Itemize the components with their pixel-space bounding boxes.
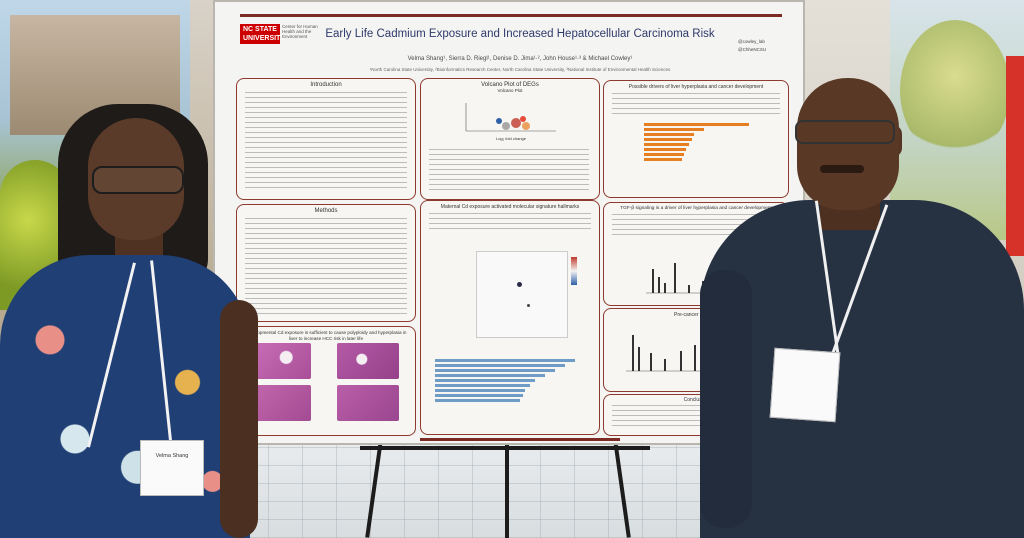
man-name-badge [769, 347, 841, 423]
woman-badge-name: Velma Shang [155, 453, 189, 459]
drivers-text [612, 93, 780, 115]
poster-authors: Velma Shang¹, Sierra D. Riegl¹, Denise D… [407, 56, 633, 62]
section-title-drivers: Possible drivers of liver hyperplasia an… [628, 84, 764, 90]
easel-crossbar [360, 446, 650, 450]
section-title-developmental: Developmental Cd exposure is sufficient … [245, 330, 407, 341]
hbar-3 [435, 369, 555, 372]
hallmarks-text [429, 213, 591, 229]
logo-line-2: UNIVERSITY [243, 35, 286, 42]
woman-name-badge: Velma Shang [140, 440, 204, 496]
section-volcano: Volcano Plot of DEGs Volcano Plot Log₂ f… [420, 78, 600, 200]
poster-title: Early Life Cadmium Exposure and Increase… [325, 28, 715, 40]
man-mustache [820, 165, 864, 173]
man-sweater [700, 200, 1024, 538]
hbar-2 [435, 364, 565, 367]
red-sign [1006, 56, 1024, 256]
section-hallmarks: Maternal Cd exposure activated molecular… [420, 200, 600, 435]
man-arm [700, 270, 752, 528]
bar-2 [644, 128, 704, 131]
volcano-x-label: Log₂ fold change [495, 136, 527, 141]
histology-image-4 [337, 385, 399, 421]
dot [527, 304, 530, 307]
poster-affiliations: ¹North Carolina State University, ²Bioin… [369, 67, 671, 72]
bar-6 [644, 148, 686, 151]
logo-line-1: NC STATE [243, 26, 277, 33]
volcano-text [429, 149, 589, 194]
hallmark-bar-chart [435, 359, 585, 404]
social-handles: @cowley_lab @ChheNCSU [738, 38, 798, 54]
section-drivers: Possible drivers of liver hyperplasia an… [603, 80, 789, 198]
hbar-5 [435, 379, 535, 382]
section-title-volcano: Volcano Plot of DEGs [481, 82, 539, 88]
man-glasses [795, 120, 895, 144]
center-name: Center for Human Health and the Environm… [282, 24, 318, 39]
section-title-tgf: TGF-β signaling is a driver of liver hyp… [620, 206, 772, 211]
section-title-hallmarks: Maternal Cd exposure activated molecular… [440, 204, 580, 210]
volcano-plot [465, 103, 556, 132]
histology-image-1 [249, 343, 311, 379]
section-developmental: Developmental Cd exposure is sufficient … [236, 326, 416, 436]
dot [517, 282, 522, 287]
poster-top-bar [240, 14, 782, 17]
histology-image-2 [337, 343, 399, 379]
bar-8 [644, 158, 682, 161]
histology-image-3 [249, 385, 311, 421]
hbar-4 [435, 374, 545, 377]
handle-1: @cowley_lab [738, 39, 765, 44]
handle-2: @ChheNCSU [738, 47, 767, 52]
tree [900, 20, 1010, 160]
hbar-7 [435, 389, 525, 392]
bar-1 [644, 123, 749, 126]
section-methods: Methods [236, 204, 416, 322]
woman-face [88, 118, 184, 240]
hbar-9 [435, 399, 520, 402]
intro-text [245, 92, 407, 192]
bar-5 [644, 143, 689, 146]
man-head [797, 78, 899, 210]
easel-leg-middle [505, 440, 509, 538]
drivers-bar-chart [644, 123, 754, 163]
volcano-plot-title: Volcano Plot [497, 88, 523, 93]
section-introduction: Introduction [236, 78, 416, 200]
poster-bottom-bar [420, 438, 620, 441]
woman-glasses [92, 166, 184, 194]
hbar-6 [435, 384, 530, 387]
section-title-precancer: Pre-cancer analysis [674, 312, 718, 318]
methods-text [245, 218, 407, 316]
section-title-methods: Methods [314, 208, 338, 214]
hallmark-legend [571, 257, 577, 285]
bar-3 [644, 133, 694, 136]
hbar-8 [435, 394, 523, 397]
hallmark-dot-plot [476, 251, 568, 338]
bar-7 [644, 153, 684, 156]
section-title-conclusion: Conclusion [683, 397, 709, 403]
ncsu-logo: NC STATE UNIVERSITY [240, 24, 286, 44]
woman-arm [220, 300, 258, 538]
hbar-1 [435, 359, 575, 362]
section-title-introduction: Introduction [310, 82, 342, 88]
bar-4 [644, 138, 692, 141]
